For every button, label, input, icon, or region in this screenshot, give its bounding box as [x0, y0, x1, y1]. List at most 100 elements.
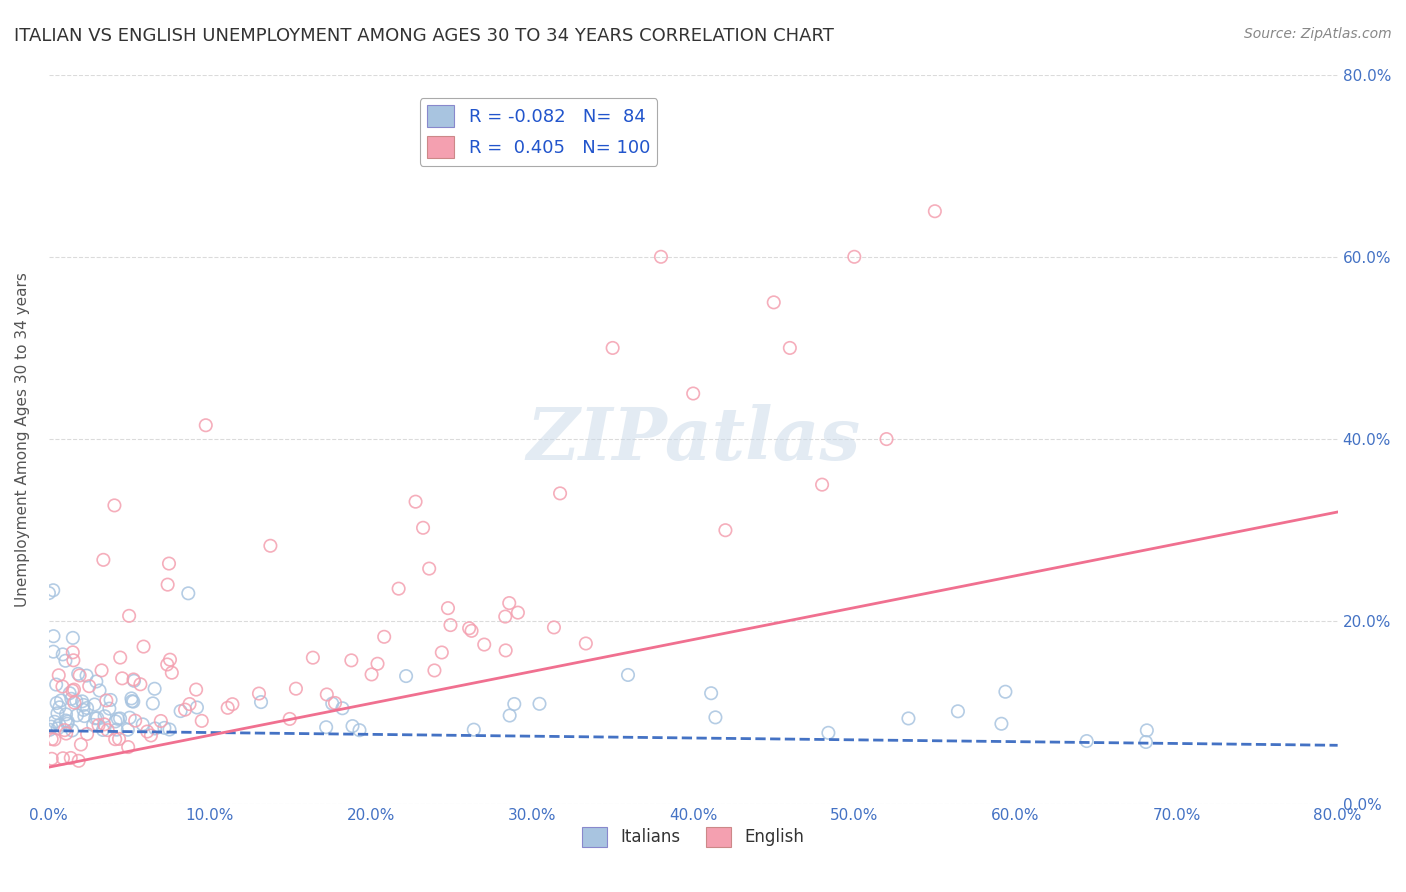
Point	[45, 696, 67, 710]
Point	[122, 673, 145, 688]
Point	[349, 723, 371, 738]
Point	[342, 719, 364, 733]
Point	[503, 697, 526, 711]
Point	[45, 677, 67, 691]
Point	[498, 596, 520, 610]
Point	[103, 499, 125, 513]
Point	[132, 640, 155, 654]
Y-axis label: Unemployment Among Ages 30 to 34 years: Unemployment Among Ages 30 to 34 years	[15, 272, 30, 607]
Point	[340, 653, 363, 667]
Point	[373, 630, 395, 644]
Point	[76, 727, 98, 741]
Point	[82, 718, 104, 732]
Point	[143, 681, 166, 696]
Point	[77, 679, 100, 693]
Point	[120, 691, 142, 706]
Point	[897, 711, 920, 725]
Point	[143, 722, 166, 736]
Point	[495, 643, 517, 657]
Point	[529, 697, 551, 711]
Point	[439, 618, 461, 632]
Point	[463, 723, 485, 737]
Point	[418, 561, 440, 575]
Point	[156, 577, 179, 591]
Point	[124, 714, 146, 728]
Point	[96, 693, 118, 707]
Point	[367, 657, 389, 671]
Point	[49, 693, 72, 707]
Point	[423, 664, 446, 678]
Point	[122, 673, 145, 687]
Point	[87, 718, 110, 732]
Point	[990, 716, 1012, 731]
Point	[69, 668, 91, 682]
Point	[157, 557, 180, 571]
Point	[108, 650, 131, 665]
Point	[46, 722, 69, 736]
Point	[1136, 723, 1159, 738]
Point	[153, 721, 176, 735]
Point	[84, 711, 107, 725]
Point	[506, 606, 529, 620]
Point	[59, 751, 82, 765]
Point	[56, 714, 79, 729]
Point	[76, 668, 98, 682]
Point	[221, 697, 243, 711]
Text: Source: ZipAtlas.com: Source: ZipAtlas.com	[1244, 27, 1392, 41]
Point	[259, 539, 281, 553]
Point	[302, 650, 325, 665]
Point	[388, 582, 411, 596]
Point	[89, 683, 111, 698]
Point	[72, 703, 94, 717]
Point	[62, 631, 84, 645]
Point	[121, 694, 143, 708]
Point	[142, 697, 165, 711]
Point	[876, 432, 898, 446]
Point	[437, 601, 460, 615]
Point	[86, 711, 108, 725]
Point	[97, 723, 120, 738]
Point	[46, 706, 69, 721]
Point	[65, 694, 87, 708]
Point	[55, 707, 77, 722]
Point	[67, 754, 90, 768]
Point	[844, 250, 866, 264]
Point	[360, 667, 382, 681]
Point	[42, 629, 65, 643]
Point	[118, 711, 141, 725]
Point	[682, 386, 704, 401]
Point	[117, 723, 139, 737]
Point	[136, 724, 159, 739]
Point	[55, 726, 77, 740]
Point	[321, 697, 343, 711]
Point	[139, 728, 162, 742]
Point	[52, 751, 75, 765]
Point	[278, 712, 301, 726]
Point	[149, 714, 172, 728]
Point	[714, 523, 737, 537]
Point	[284, 681, 307, 696]
Point	[93, 717, 115, 731]
Point	[817, 726, 839, 740]
Point	[174, 703, 197, 717]
Point	[105, 723, 128, 737]
Point	[38, 586, 60, 600]
Text: ZIPatlas: ZIPatlas	[526, 403, 860, 475]
Point	[169, 704, 191, 718]
Point	[55, 714, 77, 728]
Point	[111, 671, 134, 685]
Point	[42, 645, 65, 659]
Point	[41, 752, 63, 766]
Point	[52, 648, 75, 662]
Point	[48, 668, 70, 682]
Point	[122, 695, 145, 709]
Point	[1076, 734, 1098, 748]
Point	[1135, 735, 1157, 749]
Point	[63, 696, 86, 710]
Point	[250, 695, 273, 709]
Point	[177, 586, 200, 600]
Point	[650, 250, 672, 264]
Point	[60, 723, 83, 738]
Point	[91, 723, 114, 737]
Point	[430, 645, 453, 659]
